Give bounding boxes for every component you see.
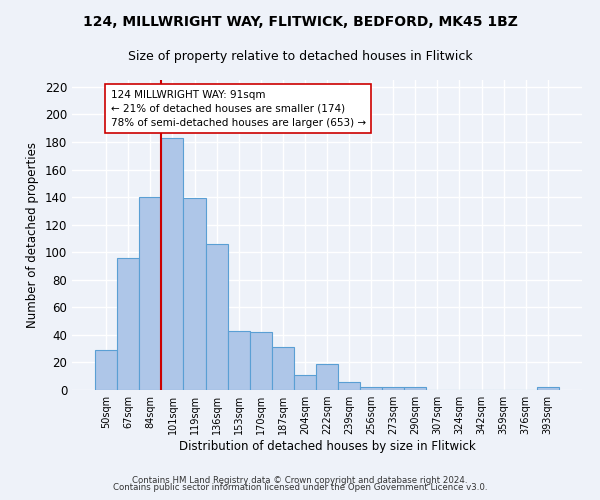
Bar [250, 332, 272, 390]
Bar [537, 387, 559, 390]
X-axis label: Distribution of detached houses by size in Flitwick: Distribution of detached houses by size … [179, 440, 475, 453]
Bar [161, 138, 184, 390]
Text: Size of property relative to detached houses in Flitwick: Size of property relative to detached ho… [128, 50, 472, 63]
Bar [272, 348, 294, 390]
Bar [139, 197, 161, 390]
Bar [184, 198, 206, 390]
Bar [227, 331, 250, 390]
Text: Contains HM Land Registry data © Crown copyright and database right 2024.: Contains HM Land Registry data © Crown c… [132, 476, 468, 485]
Bar [382, 387, 404, 390]
Bar [294, 375, 316, 390]
Bar [404, 387, 427, 390]
Bar [360, 387, 382, 390]
Text: Contains public sector information licensed under the Open Government Licence v3: Contains public sector information licen… [113, 484, 487, 492]
Bar [117, 258, 139, 390]
Bar [95, 350, 117, 390]
Bar [206, 244, 227, 390]
Text: 124, MILLWRIGHT WAY, FLITWICK, BEDFORD, MK45 1BZ: 124, MILLWRIGHT WAY, FLITWICK, BEDFORD, … [83, 15, 517, 29]
Y-axis label: Number of detached properties: Number of detached properties [26, 142, 39, 328]
Text: 124 MILLWRIGHT WAY: 91sqm
← 21% of detached houses are smaller (174)
78% of semi: 124 MILLWRIGHT WAY: 91sqm ← 21% of detac… [110, 90, 366, 128]
Bar [316, 364, 338, 390]
Bar [338, 382, 360, 390]
